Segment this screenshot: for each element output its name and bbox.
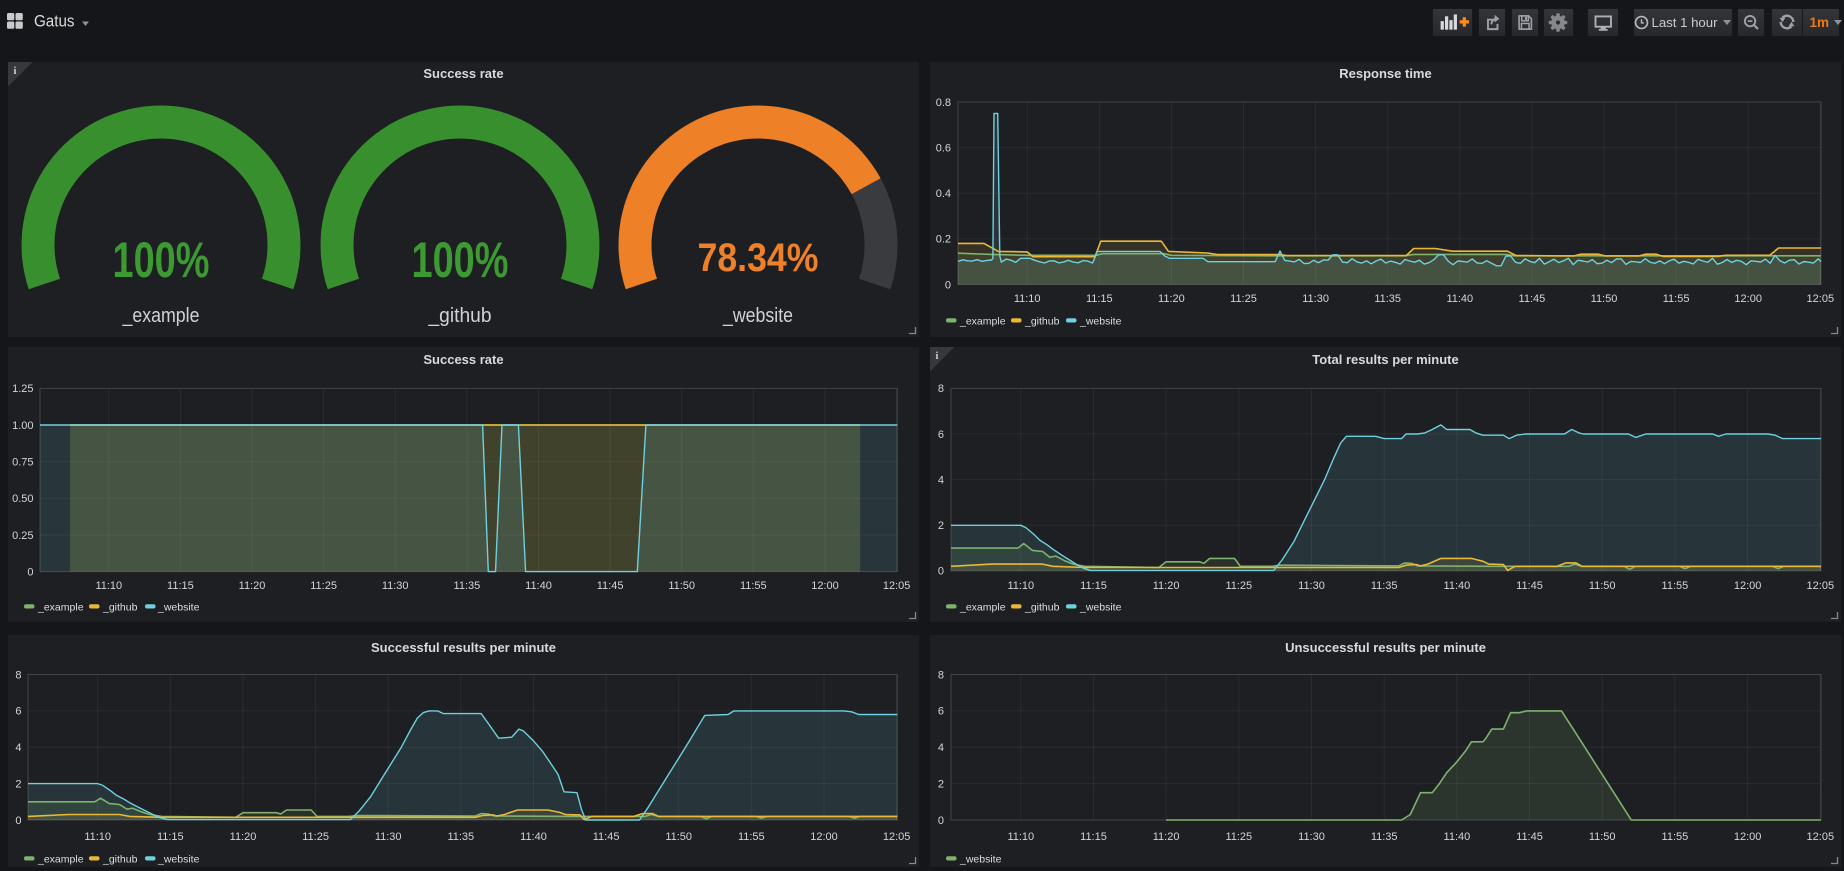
svg-text:Gatus: Gatus bbox=[34, 12, 75, 31]
